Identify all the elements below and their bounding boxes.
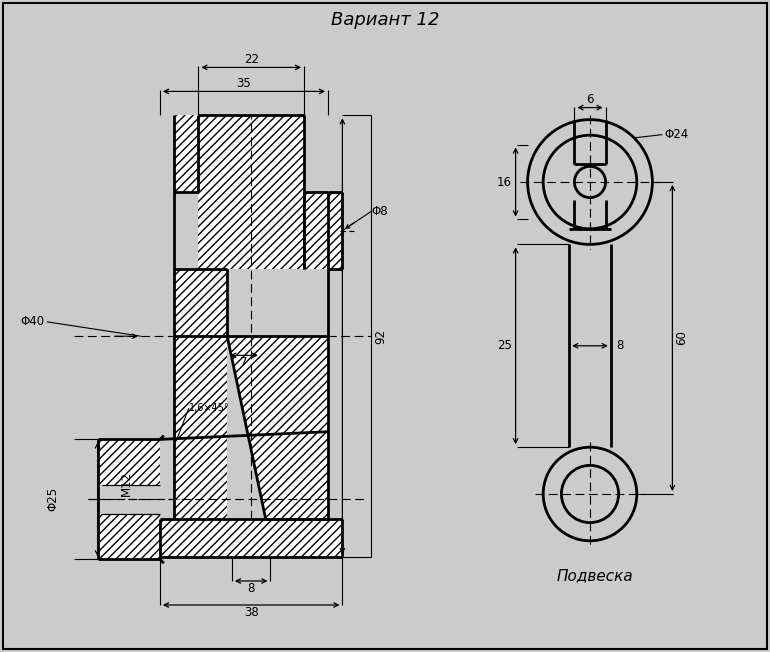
Text: 60: 60 [675,331,688,346]
Polygon shape [98,514,160,559]
Text: 7: 7 [240,357,248,370]
Text: Φ8: Φ8 [371,205,388,218]
Text: Φ25: Φ25 [47,487,59,511]
Polygon shape [227,336,328,518]
Text: 8: 8 [247,582,255,595]
Polygon shape [98,439,160,485]
Polygon shape [160,518,343,557]
Polygon shape [174,115,199,192]
Text: Φ24: Φ24 [665,128,688,141]
Text: Вариант 12: Вариант 12 [331,11,439,29]
Text: M12: M12 [119,471,132,496]
Text: 8: 8 [616,339,623,352]
Polygon shape [174,269,227,336]
Text: 6: 6 [586,93,594,106]
Text: Φ40: Φ40 [21,316,45,329]
Text: 38: 38 [244,606,259,619]
Text: 1,6×45°: 1,6×45° [189,403,229,413]
Text: 22: 22 [243,53,259,67]
Polygon shape [304,192,328,269]
Text: Подвеска: Подвеска [557,569,634,584]
Polygon shape [328,192,343,269]
Text: 35: 35 [236,78,251,91]
Text: 16: 16 [497,175,511,188]
Text: 25: 25 [497,339,511,352]
Text: 92: 92 [374,329,387,344]
Polygon shape [174,336,227,518]
Polygon shape [199,115,304,269]
